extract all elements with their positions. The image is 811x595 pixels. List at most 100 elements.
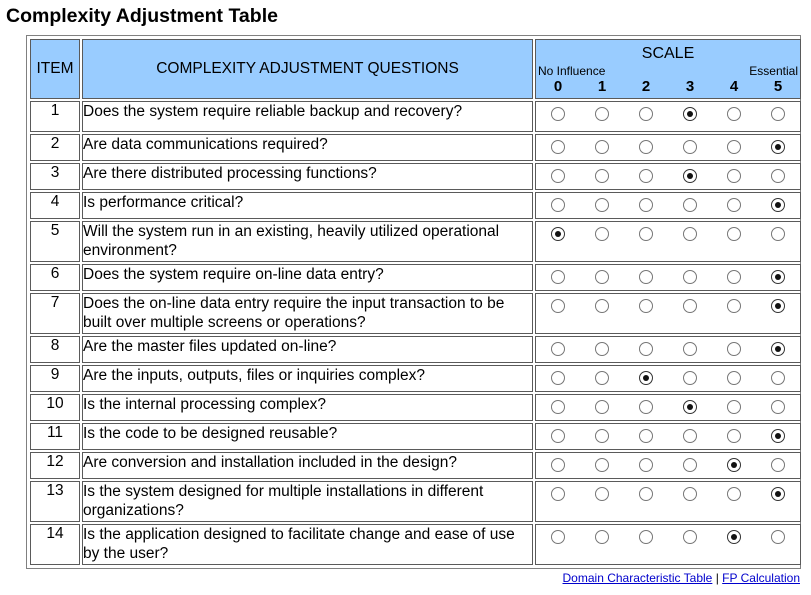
radio-scale-0[interactable] [551,342,565,356]
radio-scale-1[interactable] [595,487,609,501]
radio-scale-4[interactable] [727,270,741,284]
radio-scale-3[interactable] [683,140,697,154]
radio-scale-3[interactable] [683,458,697,472]
radio-scale-4[interactable] [727,140,741,154]
radio-scale-1[interactable] [595,400,609,414]
radio-scale-1[interactable] [595,342,609,356]
radio-scale-0[interactable] [551,169,565,183]
radio-scale-3[interactable] [683,530,697,544]
radio-scale-2[interactable] [639,530,653,544]
item-number: 9 [30,365,80,392]
radio-scale-0[interactable] [551,299,565,313]
radio-scale-1[interactable] [595,140,609,154]
radio-scale-0[interactable] [551,530,565,544]
radio-scale-0[interactable] [551,371,565,385]
radio-scale-2[interactable] [639,342,653,356]
scale-radio-group [535,336,801,363]
radio-scale-4[interactable] [727,107,741,121]
radio-scale-4[interactable] [727,227,741,241]
radio-scale-5[interactable] [771,198,785,212]
radio-scale-4[interactable] [727,458,741,472]
radio-scale-5[interactable] [771,299,785,313]
radio-scale-5[interactable] [771,140,785,154]
radio-scale-5[interactable] [771,169,785,183]
radio-scale-0[interactable] [551,198,565,212]
radio-scale-4[interactable] [727,429,741,443]
domain-characteristic-table-link[interactable]: Domain Characteristic Table [562,571,713,585]
radio-scale-2[interactable] [639,198,653,212]
item-number: 10 [30,394,80,421]
radio-scale-5[interactable] [771,400,785,414]
radio-scale-3[interactable] [683,400,697,414]
scale-value-3: 3 [685,77,695,95]
radio-scale-3[interactable] [683,198,697,212]
radio-scale-5[interactable] [771,270,785,284]
radio-scale-4[interactable] [727,400,741,414]
radio-scale-5[interactable] [771,487,785,501]
radio-scale-4[interactable] [727,371,741,385]
radio-scale-2[interactable] [639,107,653,121]
radio-scale-2[interactable] [639,140,653,154]
table-row: 5 Will the system run in an existing, hea… [30,221,801,262]
fp-calculation-link[interactable]: FP Calculation [722,571,800,585]
radio-scale-1[interactable] [595,270,609,284]
radio-scale-3[interactable] [683,371,697,385]
radio-scale-2[interactable] [639,371,653,385]
radio-scale-0[interactable] [551,107,565,121]
question-text: Are data communications required? [82,134,533,161]
radio-scale-2[interactable] [639,299,653,313]
radio-scale-3[interactable] [683,107,697,121]
radio-scale-3[interactable] [683,169,697,183]
radio-scale-5[interactable] [771,107,785,121]
radio-scale-3[interactable] [683,270,697,284]
radio-scale-5[interactable] [771,371,785,385]
radio-scale-1[interactable] [595,429,609,443]
radio-scale-0[interactable] [551,429,565,443]
radio-scale-2[interactable] [639,400,653,414]
radio-scale-1[interactable] [595,530,609,544]
radio-scale-5[interactable] [771,530,785,544]
radio-scale-4[interactable] [727,299,741,313]
radio-scale-0[interactable] [551,227,565,241]
radio-scale-2[interactable] [639,270,653,284]
scale-column-header: SCALE No Influence Essential 0 1 2 3 4 5 [535,39,801,99]
radio-scale-1[interactable] [595,198,609,212]
radio-scale-4[interactable] [727,342,741,356]
radio-scale-5[interactable] [771,429,785,443]
radio-scale-0[interactable] [551,140,565,154]
radio-scale-4[interactable] [727,198,741,212]
radio-scale-0[interactable] [551,458,565,472]
radio-scale-1[interactable] [595,169,609,183]
item-column-header: ITEM [30,39,80,99]
radio-scale-3[interactable] [683,429,697,443]
radio-scale-5[interactable] [771,342,785,356]
radio-scale-2[interactable] [639,169,653,183]
radio-scale-2[interactable] [639,429,653,443]
radio-scale-3[interactable] [683,342,697,356]
item-number: 11 [30,423,80,450]
radio-scale-2[interactable] [639,487,653,501]
radio-scale-3[interactable] [683,487,697,501]
radio-scale-1[interactable] [595,107,609,121]
radio-scale-4[interactable] [727,487,741,501]
radio-scale-0[interactable] [551,487,565,501]
radio-scale-1[interactable] [595,227,609,241]
radio-scale-1[interactable] [595,371,609,385]
essential-label: Essential [749,63,798,78]
radio-scale-1[interactable] [595,299,609,313]
radio-scale-0[interactable] [551,270,565,284]
radio-scale-3[interactable] [683,227,697,241]
table-row: 4 Is performance critical? [30,192,801,219]
radio-scale-2[interactable] [639,227,653,241]
radio-scale-2[interactable] [639,458,653,472]
radio-scale-5[interactable] [771,227,785,241]
radio-scale-5[interactable] [771,458,785,472]
radio-scale-1[interactable] [595,458,609,472]
radio-scale-4[interactable] [727,530,741,544]
radio-scale-4[interactable] [727,169,741,183]
radio-scale-0[interactable] [551,400,565,414]
item-number: 13 [30,481,80,522]
radio-scale-3[interactable] [683,299,697,313]
item-number: 6 [30,264,80,291]
item-number: 3 [30,163,80,190]
